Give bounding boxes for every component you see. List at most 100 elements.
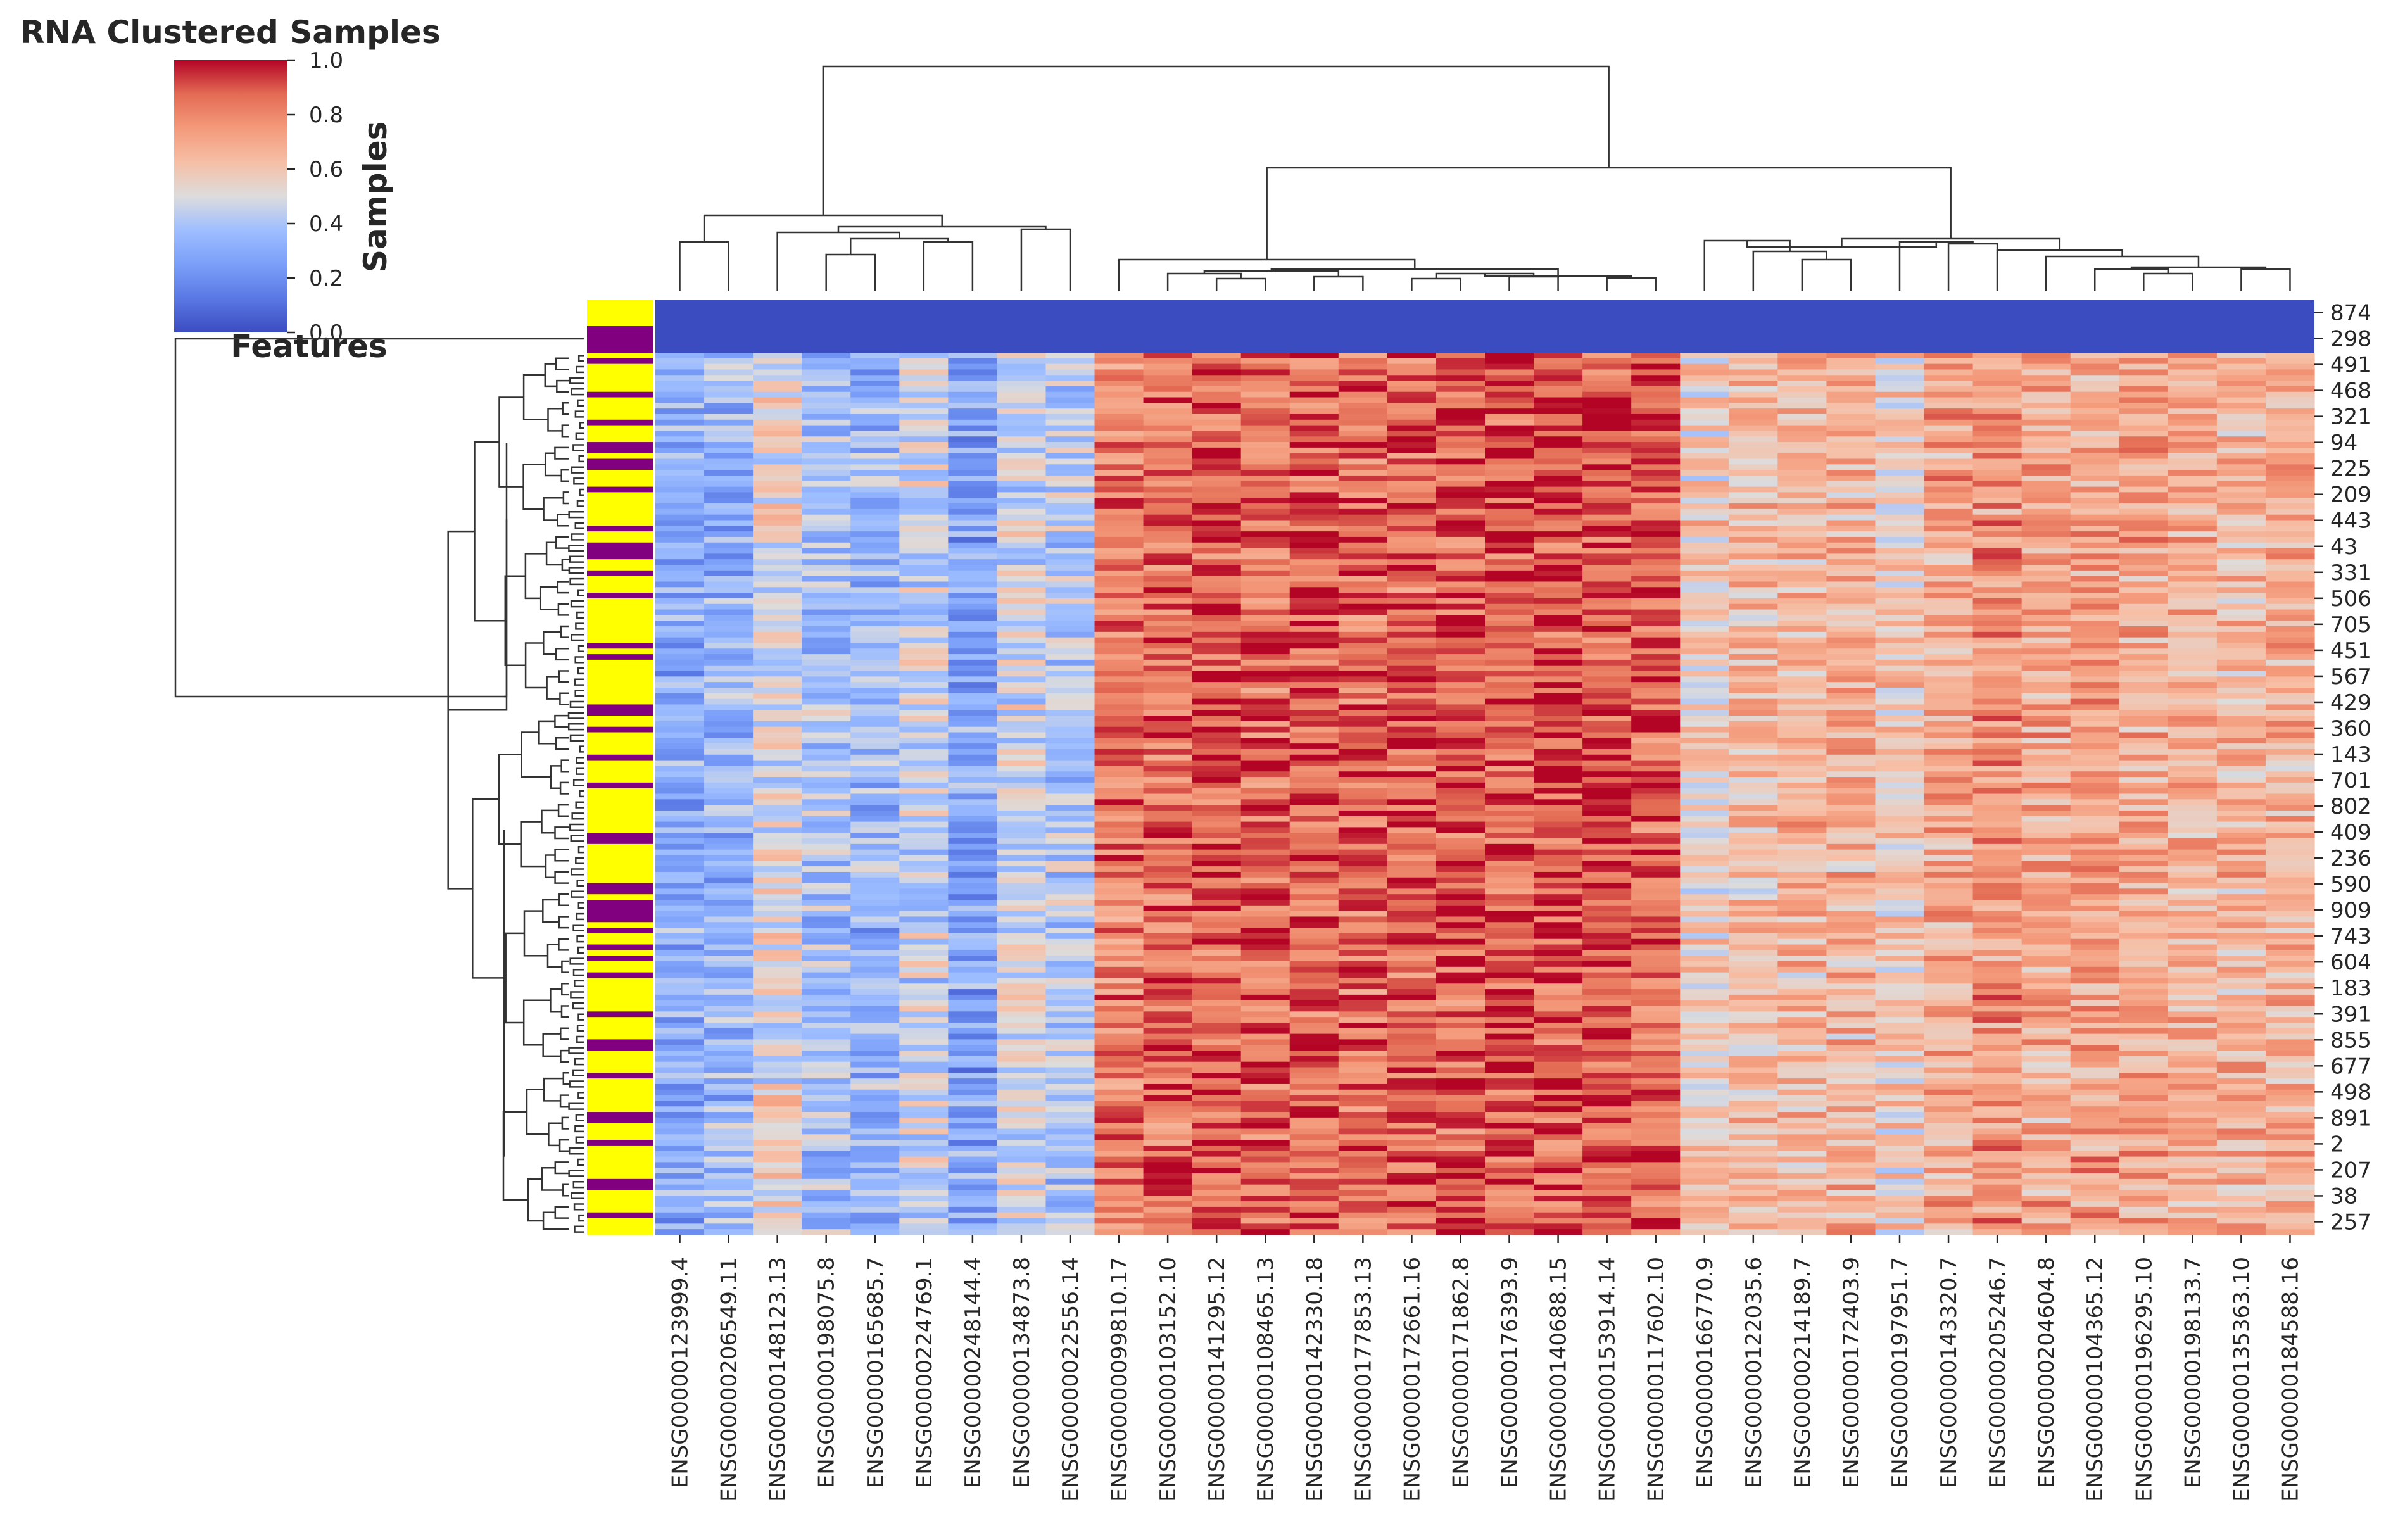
heatmap-cell	[1436, 827, 1486, 833]
heatmap-cell	[899, 559, 949, 565]
heatmap-cell	[704, 470, 754, 476]
heatmap-cell	[1680, 1156, 1729, 1163]
heatmap-cell	[2021, 950, 2071, 956]
heatmap-cell	[1387, 1184, 1437, 1191]
heatmap-cell	[997, 1067, 1047, 1073]
heatmap-cell	[1826, 938, 1876, 945]
heatmap-cell	[1240, 1101, 1291, 1107]
heatmap-cell	[2021, 425, 2071, 432]
heatmap-cell	[850, 1156, 900, 1163]
heatmap-cell	[655, 1140, 705, 1146]
heatmap-cell	[1972, 659, 2023, 666]
heatmap-cell	[1436, 994, 1486, 1001]
heatmap-cell	[802, 1196, 851, 1202]
heatmap-cell	[753, 1128, 802, 1135]
heatmap-cell	[1045, 748, 1095, 755]
heatmap-cell	[997, 905, 1047, 912]
heatmap-cell	[1582, 453, 1632, 460]
heatmap-cell	[948, 520, 998, 526]
heatmap-cell	[1729, 721, 1778, 728]
heatmap-cell	[850, 866, 900, 873]
heatmap-cell	[1826, 861, 1876, 867]
heatmap-cell	[1485, 470, 1534, 476]
heatmap-cell	[1045, 553, 1095, 560]
heatmap-cell	[1924, 972, 1974, 979]
heatmap-cell	[1240, 386, 1291, 393]
heatmap-cell	[899, 626, 949, 633]
heatmap-cell	[753, 877, 802, 884]
dendrogram-link	[1411, 277, 1461, 291]
heatmap-cell	[1826, 933, 1876, 940]
heatmap-cell	[704, 855, 754, 861]
heatmap-cell	[802, 659, 851, 666]
heatmap-cell	[1680, 793, 1729, 800]
heatmap-cell	[802, 498, 851, 504]
heatmap-cell	[753, 498, 802, 504]
heatmap-cell	[1289, 531, 1339, 538]
heatmap-cell	[1485, 726, 1534, 733]
dendrogram-link	[174, 338, 584, 698]
heatmap-cell	[997, 470, 1047, 476]
heatmap-cell	[1289, 1017, 1339, 1023]
heatmap-cell	[1338, 821, 1388, 828]
heatmap-cell	[850, 748, 900, 755]
heatmap-cell	[948, 833, 998, 839]
row-color-cell	[587, 526, 653, 532]
heatmap-cell	[850, 475, 900, 482]
heatmap-cell	[1729, 922, 1778, 928]
heatmap-cell	[850, 1011, 900, 1018]
heatmap-cell	[1972, 486, 2023, 493]
heatmap-cell	[1192, 748, 1242, 755]
heatmap-cell	[1972, 1173, 2023, 1180]
heatmap-cell	[1240, 1022, 1291, 1029]
heatmap-cell	[753, 1078, 802, 1085]
heatmap-cell	[753, 838, 802, 845]
row-color-cell	[587, 576, 653, 583]
heatmap-cell	[655, 1033, 705, 1040]
dendrogram-link	[560, 1049, 569, 1063]
heatmap-cell	[2021, 397, 2071, 403]
heatmap-cell	[1777, 391, 1827, 398]
heatmap-cell	[1240, 833, 1291, 839]
heatmap-cell	[1094, 861, 1144, 867]
heatmap-cell	[1631, 1056, 1681, 1063]
dendrogram-link	[539, 586, 558, 610]
heatmap-cell	[753, 698, 802, 705]
heatmap-cell	[704, 1196, 754, 1202]
heatmap-cell	[1924, 961, 1974, 968]
heatmap-cell	[2021, 961, 2071, 968]
heatmap-cell	[1534, 1190, 1583, 1196]
heatmap-cell	[1582, 381, 1632, 387]
heatmap-cell	[655, 704, 705, 710]
heatmap-cell	[1338, 861, 1388, 867]
heatmap-cell	[1729, 1196, 1778, 1202]
heatmap-cell	[1094, 1196, 1144, 1202]
heatmap-cell	[1631, 760, 1681, 767]
heatmap-cell	[1777, 738, 1827, 744]
heatmap-cell	[1289, 1168, 1339, 1174]
row-color-cell	[587, 413, 653, 420]
heatmap-cell	[1192, 470, 1242, 476]
heatmap-cell	[655, 721, 705, 728]
heatmap-cell	[948, 576, 998, 583]
heatmap-cell	[655, 1028, 705, 1035]
heatmap-cell	[1729, 1045, 1778, 1051]
heatmap-cell	[704, 994, 754, 1001]
heatmap-cell	[1485, 989, 1534, 995]
heatmap-cell	[997, 1000, 1047, 1007]
heatmap-cell	[753, 1206, 802, 1213]
heatmap-cell	[704, 1067, 754, 1073]
heatmap-cell	[1192, 1006, 1242, 1012]
heatmap-cell	[1436, 855, 1486, 861]
heatmap-cell	[2021, 1000, 2071, 1007]
heatmap-cell	[1875, 1151, 1925, 1158]
heatmap-cell	[1777, 843, 1827, 850]
dendrogram-link	[569, 377, 584, 384]
heatmap-cell	[850, 508, 900, 515]
heatmap-cell	[1875, 805, 1925, 811]
heatmap-cell	[1582, 369, 1632, 376]
heatmap-cell	[2021, 403, 2071, 409]
heatmap-cell	[655, 436, 705, 443]
heatmap-cell	[850, 481, 900, 488]
heatmap-cell	[2021, 989, 2071, 995]
